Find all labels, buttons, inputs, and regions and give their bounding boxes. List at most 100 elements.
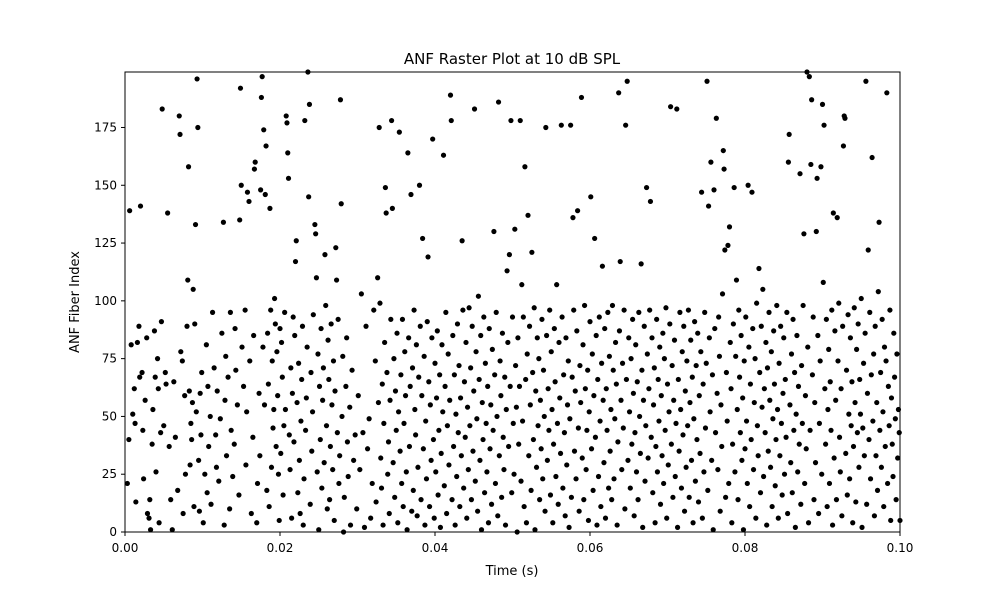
spike-point [498,393,504,399]
spike-point [320,397,326,403]
spike-point [451,372,457,378]
spike-point [557,395,563,401]
spike-point [429,335,435,341]
spike-point [357,466,363,473]
spike-point [815,332,821,339]
spike-point [228,427,234,433]
spike-point [306,194,312,200]
spike-point [709,372,716,378]
spike-point [702,309,708,315]
spike-point [191,503,197,510]
spike-point [506,443,512,450]
spike-point [843,450,849,457]
y-tick-label: 125 [94,236,117,250]
spike-point [515,335,521,341]
spike-point [691,416,697,422]
spike-point [753,515,759,521]
spike-point [297,510,303,517]
spike-point [144,335,150,341]
spike-point [220,219,227,225]
spike-point [578,94,585,101]
spike-point [678,406,684,413]
spike-point [182,471,189,477]
spike-point [585,367,591,373]
spike-point [462,434,468,440]
spike-point [316,383,323,389]
spike-point [614,522,620,528]
spike-point [531,305,537,311]
spike-point [606,353,612,359]
spike-point [437,372,443,378]
spike-point [634,379,640,385]
spike-point [544,332,550,339]
spike-point [699,189,705,195]
spike-point [891,374,898,380]
spike-point [147,527,154,533]
spike-point [737,430,743,436]
spike-point [648,434,654,440]
spike-point [321,460,327,466]
spike-point [813,228,819,235]
spike-point [482,360,488,366]
spike-point [545,386,551,392]
spike-point [561,430,568,436]
spike-point [417,323,423,329]
spike-point [279,374,285,380]
spike-point [345,473,351,480]
spike-point [331,517,337,524]
spike-point [544,457,550,463]
x-tick-label: 0.10 [887,541,914,555]
spike-point [158,319,165,325]
spike-point [556,339,562,346]
spike-point [188,420,194,426]
spike-point [623,376,630,383]
spike-point [726,480,732,487]
spike-point [438,450,444,457]
spike-point [432,360,438,366]
spike-point [536,356,542,362]
spike-point [433,395,440,401]
spike-point [428,457,434,463]
spike-point [764,365,771,371]
spike-point [238,182,244,188]
spike-point [562,513,568,519]
spike-point [668,441,674,447]
spike-point [510,420,516,426]
spike-point [573,476,579,482]
spike-point [649,335,655,341]
spike-point [271,295,278,302]
spike-point [280,492,286,498]
spike-point [352,432,358,438]
spike-point [788,460,794,466]
spike-point [463,339,469,346]
spike-point [378,455,384,461]
spike-point [257,453,263,459]
spike-point [889,441,895,447]
spike-point [871,351,877,357]
spike-point [711,187,717,193]
spike-point [829,522,836,528]
spike-point [296,360,302,366]
spike-point [894,351,900,357]
spike-point [735,497,741,503]
spike-point [471,106,478,112]
spike-point [578,399,584,406]
spike-point [836,434,843,440]
spike-point [461,379,468,385]
spike-point [564,402,571,408]
spike-point [781,335,787,341]
spike-point [252,159,258,165]
spike-point [881,344,888,350]
spike-point [838,386,844,392]
spike-point [782,376,788,383]
spike-point [261,402,268,408]
spike-point [640,397,647,403]
spike-point [746,344,752,350]
spike-point [505,339,511,346]
spike-point [676,448,682,454]
spike-point [805,344,811,350]
spike-point [457,395,464,401]
spike-point [153,469,159,475]
spike-point [640,524,646,530]
x-tick-label: 0.00 [112,541,139,555]
